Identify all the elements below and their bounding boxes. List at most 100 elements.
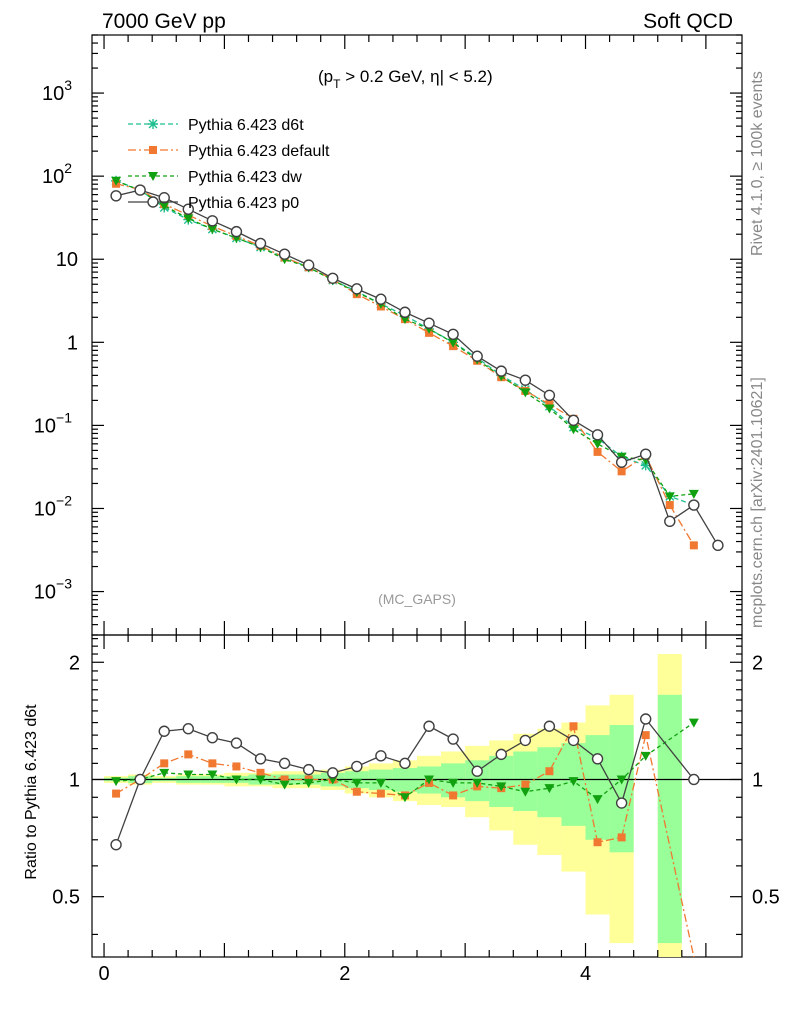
- ratio-point-dw: [688, 718, 699, 728]
- series-line-default: [115, 183, 695, 546]
- point-dw: [207, 225, 218, 235]
- x-tick-label: 4: [580, 963, 591, 985]
- point-p0: [664, 515, 676, 528]
- ratio-line-dw: [116, 722, 695, 801]
- main-y-tick-base: 10: [34, 415, 56, 437]
- ratio-point-dw: [351, 778, 362, 788]
- ratio-y-tick-label-right: 0.5: [752, 887, 780, 909]
- ratio-point-p0: [254, 753, 267, 765]
- series-line-d6t: [115, 180, 695, 506]
- ratio-point-dw: [616, 775, 627, 785]
- ratio-point-p0: [495, 748, 507, 761]
- ratio-point-p0: [447, 733, 459, 745]
- ratio-y-tick-label: 2: [69, 652, 80, 674]
- ratio-point-default: [376, 789, 385, 798]
- ratio-point-dw: [375, 778, 386, 788]
- ratio-point-p0: [615, 797, 628, 809]
- ratio-y-tick-label-right: 1: [752, 769, 763, 791]
- point-p0: [278, 248, 291, 260]
- main-y-tick-label: 10−1: [34, 409, 72, 437]
- main-y-tick-label: 103: [42, 77, 72, 105]
- ratio-point-default: [280, 775, 289, 784]
- process-label: Soft QCD: [643, 10, 733, 33]
- ratio-point-dw: [520, 787, 531, 797]
- rivet-label: Rivet 4.1.0, ≥ 100k events: [749, 71, 766, 256]
- ratio-point-p0: [327, 767, 339, 779]
- point-p0: [302, 259, 315, 271]
- legend-marker-dw: [148, 172, 158, 181]
- ratio-point-p0: [278, 757, 291, 770]
- point-p0: [423, 317, 435, 329]
- series-line-p0: [115, 189, 719, 546]
- ratio-point-p0: [302, 763, 315, 776]
- main-y-tick-exp: 3: [64, 77, 72, 93]
- ratio-bands: [104, 654, 682, 957]
- ratio-point-p0: [640, 713, 652, 725]
- main-y-tick-label: 10−2: [34, 492, 72, 520]
- main-y-tick-base: 10: [42, 166, 64, 188]
- ratio-point-default: [184, 750, 193, 759]
- ratio-point-p0: [375, 750, 387, 762]
- ratio-line-default: [115, 724, 695, 958]
- point-dw: [183, 214, 194, 224]
- ratio-point-dw: [544, 784, 555, 794]
- point-dw: [399, 315, 410, 325]
- ratio-point-p0: [399, 757, 411, 770]
- ratio-point-dw: [448, 778, 459, 788]
- ratio-point-default: [569, 722, 578, 731]
- ratio-point-p0: [110, 838, 122, 851]
- ratio-point-dw: [207, 770, 218, 780]
- ratio-point-dw: [496, 782, 507, 792]
- main-y-tick-exp: −2: [56, 492, 72, 508]
- cut-mid: > 0.2 GeV,: [340, 67, 430, 86]
- point-dw: [448, 338, 459, 348]
- ratio-point-default: [449, 791, 458, 800]
- ratio-point-p0: [182, 723, 194, 735]
- ratio-point-dw: [568, 777, 579, 787]
- ratio-point-dw: [183, 770, 194, 780]
- point-p0: [158, 192, 170, 204]
- ratio-point-p0: [423, 720, 435, 732]
- ratio-point-default: [521, 780, 530, 789]
- point-default: [617, 467, 626, 476]
- ratio-point-p0: [351, 760, 363, 773]
- ratio-y-tick-label-right: 2: [752, 652, 763, 674]
- point-default: [689, 541, 698, 550]
- ratio-y-label: Ratio to Pythia 6.423 d6t: [23, 704, 40, 880]
- ratio-point-p0: [591, 753, 604, 765]
- cut-eta: η: [430, 67, 439, 86]
- main-y-tick-label: 1: [67, 332, 78, 354]
- ratio-point-dw: [472, 778, 483, 788]
- ratio-point-dw: [159, 768, 170, 778]
- x-tick-label: 0: [98, 963, 109, 985]
- legend-label-dw: Pythia 6.423 dw: [188, 169, 302, 186]
- ratio-point-p0: [206, 732, 219, 744]
- point-p0: [591, 429, 604, 441]
- ratio-point-dw: [255, 775, 266, 785]
- point-dw: [568, 425, 579, 435]
- legend-marker-p0: [147, 196, 159, 208]
- point-p0: [351, 283, 363, 295]
- main-y-tick-label: 10−3: [34, 576, 72, 604]
- analysis-watermark: (MC_GAPS): [378, 591, 456, 607]
- point-p0: [471, 350, 483, 362]
- cut-close: | < 5.2): [440, 67, 493, 86]
- ratio-point-p0: [471, 765, 483, 777]
- point-p0: [206, 215, 219, 227]
- point-p0: [399, 306, 411, 318]
- main-y-tick-exp: 2: [64, 160, 72, 176]
- band-green-bin: [657, 694, 682, 944]
- point-p0: [567, 414, 580, 427]
- point-p0: [182, 203, 194, 215]
- point-p0: [519, 374, 532, 386]
- ratio-point-dw: [303, 778, 314, 788]
- ratio-point-default: [160, 759, 169, 768]
- point-d6t: [640, 460, 651, 471]
- ratio-point-p0: [519, 734, 532, 747]
- point-dw: [111, 176, 122, 186]
- point-dw: [592, 439, 603, 449]
- ratio-point-p0: [230, 737, 243, 749]
- ratio-point-default: [208, 759, 217, 768]
- point-dw: [688, 489, 699, 499]
- point-dw: [544, 404, 555, 414]
